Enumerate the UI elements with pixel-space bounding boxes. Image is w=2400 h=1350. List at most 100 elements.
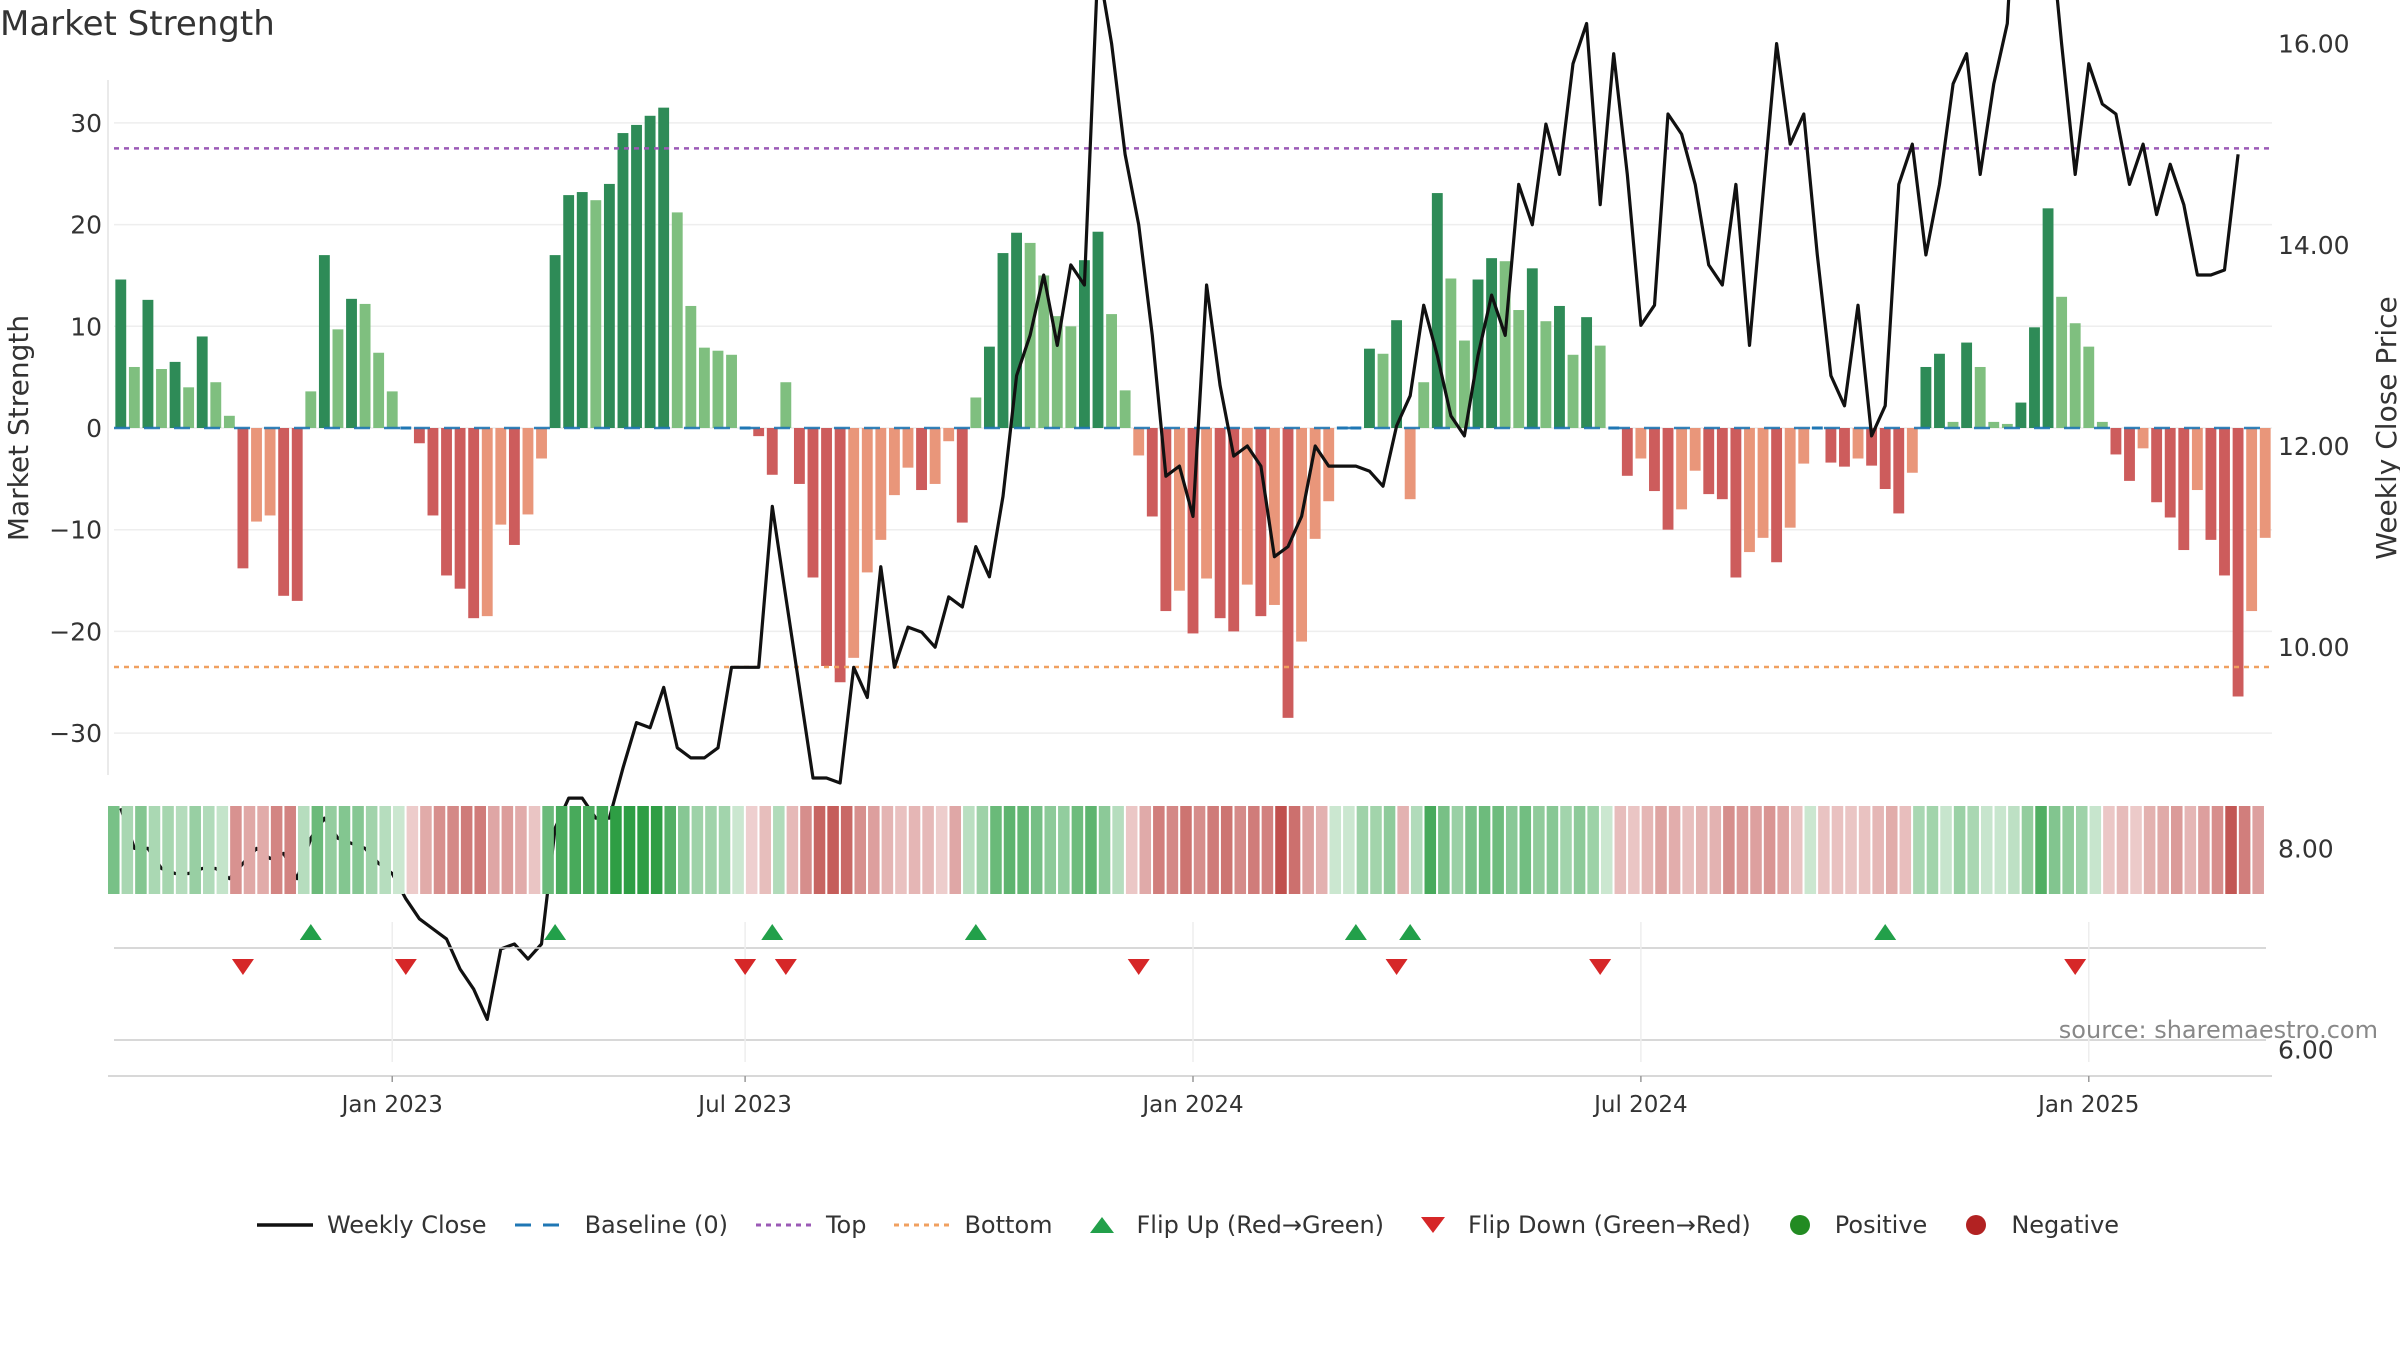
flip-up-marker bbox=[1399, 924, 1422, 940]
strength-bar bbox=[807, 428, 819, 578]
heat-cell bbox=[1397, 806, 1409, 894]
heat-cell bbox=[420, 806, 432, 894]
y2-tick-label: 14.00 bbox=[2278, 231, 2350, 260]
heat-cell bbox=[691, 806, 704, 894]
heat-cell bbox=[1424, 806, 1437, 894]
heat-cell bbox=[338, 806, 351, 894]
strength-bar bbox=[671, 212, 683, 428]
strength-bar bbox=[1146, 428, 1158, 517]
strength-bar bbox=[916, 428, 927, 491]
strength-bar bbox=[1594, 345, 1606, 428]
strength-bar bbox=[2205, 428, 2217, 540]
heat-cell bbox=[216, 806, 229, 894]
strength-bar bbox=[264, 428, 276, 516]
flip-down-marker bbox=[1127, 959, 1150, 975]
strength-bar bbox=[223, 415, 235, 428]
heat-cell bbox=[1750, 806, 1762, 894]
heat-cell bbox=[2184, 806, 2197, 894]
flip-up-marker bbox=[761, 924, 784, 940]
heat-cell bbox=[583, 806, 595, 894]
strength-bar bbox=[495, 428, 507, 525]
legend-item-flip-up: Flip Up (Red→Green) bbox=[1079, 1211, 1384, 1239]
heat-cell bbox=[1410, 806, 1423, 894]
heat-cell bbox=[2008, 806, 2020, 894]
strength-bar bbox=[590, 200, 602, 428]
strength-bar bbox=[1771, 428, 1783, 563]
heat-cell bbox=[1315, 806, 1328, 894]
strength-bar bbox=[305, 391, 317, 428]
heat-cell bbox=[1845, 806, 1857, 894]
heat-cell bbox=[1275, 806, 1287, 894]
strength-bar bbox=[875, 428, 887, 540]
strength-bar bbox=[1133, 428, 1145, 456]
strength-bar bbox=[1364, 348, 1375, 428]
heat-cell bbox=[1533, 806, 1545, 894]
strength-bar bbox=[1866, 428, 1878, 466]
flip-markers bbox=[114, 922, 2266, 1062]
heat-cell bbox=[1288, 806, 1301, 894]
strength-bar bbox=[834, 428, 846, 683]
legend: Weekly Close Baseline (0) Top Bottom Flip Up… bbox=[0, 1205, 2400, 1245]
heat-cell bbox=[243, 806, 256, 894]
strength-bar bbox=[576, 192, 588, 428]
heat-cell bbox=[2238, 806, 2251, 894]
heat-cell bbox=[2130, 806, 2142, 894]
heat-cell bbox=[406, 806, 419, 894]
legend-label: Positive bbox=[1834, 1211, 1928, 1239]
heat-cell bbox=[1003, 806, 1016, 894]
heat-cell bbox=[1668, 806, 1681, 894]
strength-bar bbox=[1744, 428, 1755, 553]
strength-bar bbox=[1404, 428, 1416, 500]
heat-cell bbox=[963, 806, 975, 894]
heat-cell bbox=[1723, 806, 1735, 894]
strength-bar bbox=[441, 428, 452, 576]
strength-bar bbox=[1662, 428, 1674, 530]
axes-layer: 3020100−10−20−3018.0016.0014.0012.0010.0… bbox=[2, 30, 2400, 1065]
strength-bar bbox=[1269, 428, 1280, 605]
strength-bar bbox=[1459, 340, 1470, 428]
strength-bar bbox=[508, 428, 520, 545]
heat-cell bbox=[2252, 806, 2264, 894]
strength-bar bbox=[2137, 428, 2149, 449]
strength-bar bbox=[1635, 428, 1647, 459]
strength-bar bbox=[278, 428, 290, 596]
heat-cell bbox=[1994, 806, 2007, 894]
heat-cell bbox=[1804, 806, 1817, 894]
strength-bar bbox=[1798, 428, 1810, 464]
strength-bar bbox=[997, 253, 1009, 428]
strength-bar bbox=[359, 303, 371, 428]
y2-tick-label: 12.00 bbox=[2278, 432, 2350, 461]
strength-bar bbox=[848, 428, 860, 658]
strength-bar bbox=[1906, 428, 1918, 473]
heat-cell bbox=[108, 806, 120, 894]
heat-cell bbox=[773, 806, 785, 894]
flip-up-marker bbox=[1344, 924, 1367, 940]
flip-up-marker bbox=[1874, 924, 1897, 940]
heat-cell bbox=[854, 806, 867, 894]
flip-down-marker bbox=[734, 959, 757, 975]
heat-cell bbox=[1261, 806, 1274, 894]
strength-bar bbox=[956, 428, 968, 523]
heat-cell bbox=[2116, 806, 2129, 894]
legend-label: Bottom bbox=[964, 1211, 1053, 1239]
strength-bar bbox=[1051, 316, 1063, 428]
heat-cell bbox=[1451, 806, 1464, 894]
heat-cell bbox=[718, 806, 731, 894]
strength-bar bbox=[1839, 428, 1850, 467]
orange-dotted-icon bbox=[892, 1215, 964, 1235]
strength-bar bbox=[1879, 428, 1891, 490]
legend-item-positive-dot: Positive bbox=[1777, 1211, 1928, 1239]
strength-bar bbox=[698, 347, 710, 428]
strength-bar bbox=[2042, 208, 2054, 428]
strength-bar bbox=[2083, 346, 2095, 428]
strength-bar bbox=[1187, 428, 1199, 634]
heat-cell bbox=[1438, 806, 1450, 894]
heat-cell bbox=[284, 806, 296, 894]
strength-bar bbox=[726, 354, 737, 428]
heat-cell bbox=[1967, 806, 1979, 894]
heat-cell bbox=[1044, 806, 1057, 894]
heat-cell bbox=[868, 806, 880, 894]
heat-cell bbox=[1736, 806, 1749, 894]
strength-bar bbox=[1676, 428, 1688, 510]
flip-down-marker bbox=[2064, 959, 2087, 975]
